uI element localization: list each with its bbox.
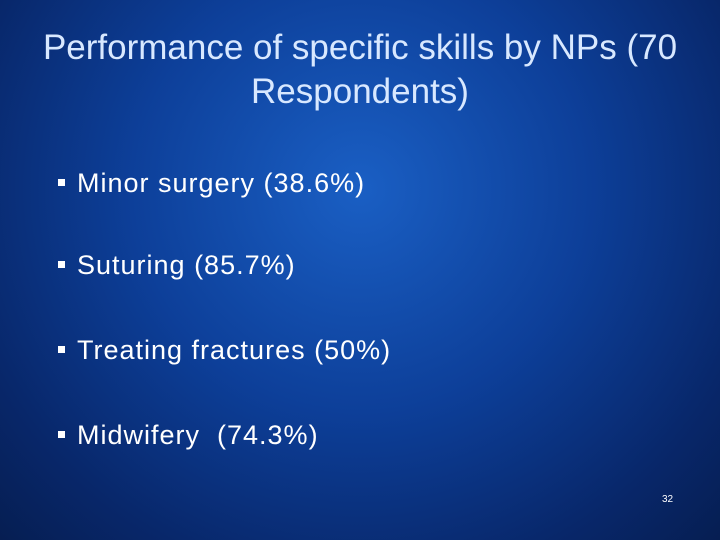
bullet-item: Suturing (85.7%)	[58, 250, 296, 281]
bullet-marker	[58, 431, 65, 439]
bullet-marker	[58, 261, 65, 269]
bullet-marker	[58, 179, 65, 187]
bullet-item: Treating fractures (50%)	[58, 335, 391, 366]
bullet-item: Minor surgery (38.6%)	[58, 168, 365, 199]
slide-title: Performance of specific skills by NPs (7…	[42, 28, 678, 111]
bullet-text: Suturing (85.7%)	[77, 250, 296, 280]
bullet-text: Treating fractures (50%)	[77, 335, 392, 365]
bullet-item: Midwifery (74.3%)	[58, 420, 319, 451]
bullet-marker	[58, 346, 65, 354]
page-number: 32	[662, 494, 674, 505]
bullet-text: Midwifery (74.3%)	[77, 420, 319, 450]
bullet-text: Minor surgery (38.6%)	[77, 168, 366, 198]
